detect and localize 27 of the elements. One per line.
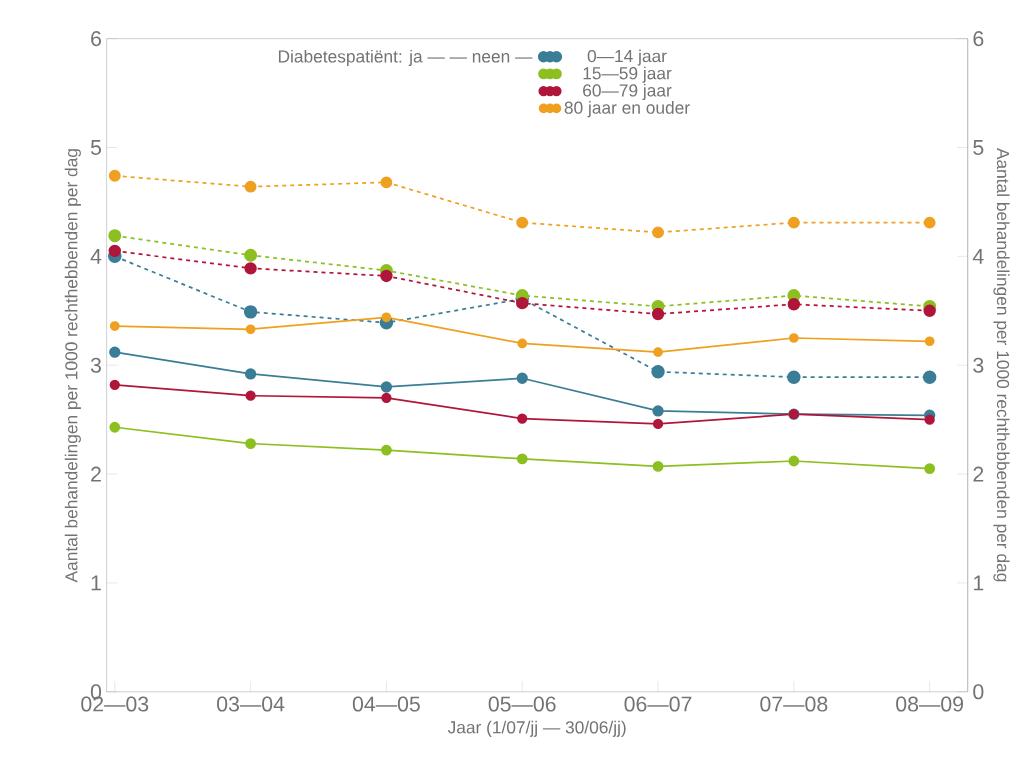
- y2-tick-label: 0: [973, 684, 984, 700]
- y2-tick-label: 6: [973, 30, 984, 46]
- x-tick-label: 05—06: [488, 696, 556, 712]
- legend-label: 0—14 jaar: [587, 49, 667, 66]
- x-tick-label: 07—08: [760, 696, 828, 712]
- y-tick-label: 3: [90, 357, 101, 373]
- x-tick-label: 03—04: [217, 696, 285, 712]
- y-tick-label: 5: [90, 139, 102, 155]
- y2-tick-label: 4: [972, 248, 984, 264]
- x-tick-label: 08—09: [896, 696, 964, 712]
- legend-title: Diabetespatiënt: ja — — neen —: [278, 49, 533, 66]
- y-tick-label: 4: [90, 248, 102, 264]
- y2-axis-title: Aantal behandelingen per 1000 rechthebbenden per dag: [993, 147, 1010, 582]
- y2-tick-label: 3: [973, 357, 984, 373]
- y2-tick-label: 1: [974, 575, 984, 591]
- y-tick-label: 6: [91, 30, 101, 46]
- y-tick-label: 1: [91, 575, 101, 591]
- y-axis-title: Aantal behandelingen per 1000 rechthebbenden per dag: [64, 148, 81, 583]
- y-tick-label: 2: [91, 466, 101, 482]
- legend-label: 15—59 jaar: [583, 66, 672, 83]
- legend-label: 60—79 jaar: [583, 83, 672, 100]
- legend-label: 80 jaar en ouder: [564, 100, 690, 118]
- y2-tick-label: 5: [973, 139, 984, 155]
- x-tick-label: 04—05: [352, 696, 420, 712]
- x-tick-label: 06—07: [624, 696, 692, 712]
- y2-tick-label: 2: [973, 466, 984, 482]
- x-axis-title: Jaar (1/07/jj — 30/06/jj): [447, 720, 626, 737]
